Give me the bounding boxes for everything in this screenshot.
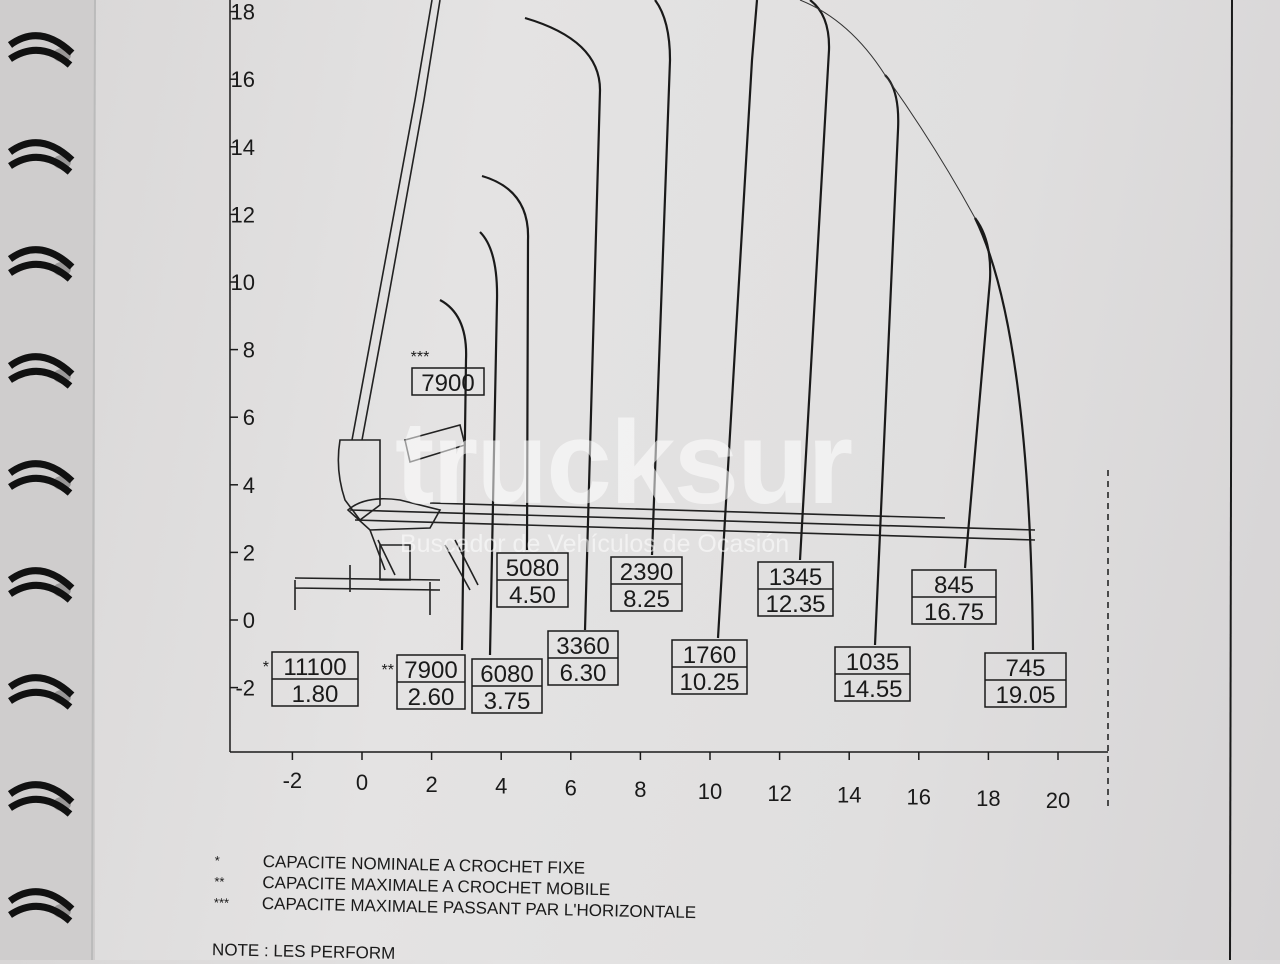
y-tick-label: 8 xyxy=(243,338,255,363)
capacity-value: 1035 xyxy=(846,649,899,676)
load-curve xyxy=(479,231,499,656)
radius-value: 12.35 xyxy=(765,591,825,618)
x-tick-label: 2 xyxy=(425,772,437,797)
watermark-brand: trucksur xyxy=(395,397,853,529)
y-tick-label: 0 xyxy=(243,608,255,633)
load-curve xyxy=(974,217,1035,651)
spiral-coil xyxy=(7,139,75,175)
capacity-value: 6080 xyxy=(480,661,533,688)
x-tick-label: 10 xyxy=(698,779,722,804)
load-curve xyxy=(873,74,900,646)
legend-mark: * xyxy=(214,852,220,869)
spiral-coil xyxy=(7,567,75,603)
capacity-value: 2390 xyxy=(620,559,673,586)
x-tick-label: 14 xyxy=(837,783,861,808)
radius-value: 1.80 xyxy=(292,681,339,708)
x-tick-label: 18 xyxy=(976,786,1000,811)
radius-value: 8.25 xyxy=(623,586,670,613)
capacity-value: 1345 xyxy=(769,564,822,591)
legend-mark: *** xyxy=(213,894,230,911)
x-tick-label: 8 xyxy=(634,777,646,802)
x-tick-label: 12 xyxy=(767,781,791,806)
load-curve xyxy=(650,0,672,556)
spiral-binding xyxy=(0,0,96,960)
x-tick-label: -2 xyxy=(283,768,303,793)
load-curve xyxy=(963,217,992,569)
spiral-coil xyxy=(7,674,75,710)
radius-value: 10.25 xyxy=(679,669,739,696)
capacity-value: 3360 xyxy=(556,633,609,660)
footnote-mark: * xyxy=(263,659,269,676)
radius-value: 19.05 xyxy=(995,682,1055,709)
y-tick-label: 14 xyxy=(231,135,255,160)
y-tick-label: 12 xyxy=(231,202,255,227)
radius-value: 6.30 xyxy=(560,660,607,687)
y-tick-label: 6 xyxy=(243,405,255,430)
y-tick-label: 10 xyxy=(231,270,255,295)
y-tick-label: 4 xyxy=(243,473,255,498)
radius-value: 3.75 xyxy=(484,688,531,715)
capacity-value: 1760 xyxy=(683,642,736,669)
x-tick-label: 6 xyxy=(565,775,577,800)
capacity-value: 7900 xyxy=(421,370,474,397)
load-label: 7900 xyxy=(411,367,485,397)
spiral-coil xyxy=(7,781,75,817)
watermark-tagline: Buscador de Vehículos de Ocasión xyxy=(400,530,790,558)
spiral-coil xyxy=(7,888,75,924)
note-text: NOTE : LES PERFORM xyxy=(211,940,396,963)
spiral-coil xyxy=(7,353,75,389)
load-curve xyxy=(716,0,759,639)
footnote-mark: *** xyxy=(411,349,430,366)
x-tick-label: 16 xyxy=(907,784,931,809)
radius-value: 4.50 xyxy=(509,582,556,609)
legend-mark: ** xyxy=(214,873,225,890)
x-tick-label: 4 xyxy=(495,774,507,799)
spiral-coil xyxy=(7,460,75,496)
y-tick-label: 2 xyxy=(243,540,255,565)
legend: * CAPACITE NOMINALE A CROCHET FIXE ** CAPA… xyxy=(214,850,698,923)
load-curve xyxy=(481,174,530,551)
radius-value: 2.60 xyxy=(408,684,455,711)
x-tick-label: 20 xyxy=(1046,788,1070,813)
footnote-mark: ** xyxy=(382,662,394,679)
capacity-value: 11100 xyxy=(283,654,346,681)
y-tick-label: -2 xyxy=(235,676,255,701)
y-tick-label: 18 xyxy=(231,0,255,25)
spiral-coil xyxy=(7,32,75,68)
crane-drawing xyxy=(294,0,1036,615)
load-curves xyxy=(439,0,1035,656)
load-curve xyxy=(439,299,468,651)
y-tick-label: 16 xyxy=(231,67,255,92)
capacity-value: 745 xyxy=(1005,655,1045,682)
spiral-coil xyxy=(7,246,75,282)
radius-value: 16.75 xyxy=(924,599,984,626)
capacity-value: 5080 xyxy=(506,555,559,582)
chart-frame xyxy=(229,0,1233,960)
capacity-value: 7900 xyxy=(404,657,457,684)
radius-value: 14.55 xyxy=(842,676,902,703)
x-tick-label: 0 xyxy=(356,770,368,795)
reach-envelope xyxy=(799,0,976,219)
load-curve xyxy=(524,16,602,631)
capacity-value: 845 xyxy=(934,572,974,599)
load-curve xyxy=(798,0,831,561)
